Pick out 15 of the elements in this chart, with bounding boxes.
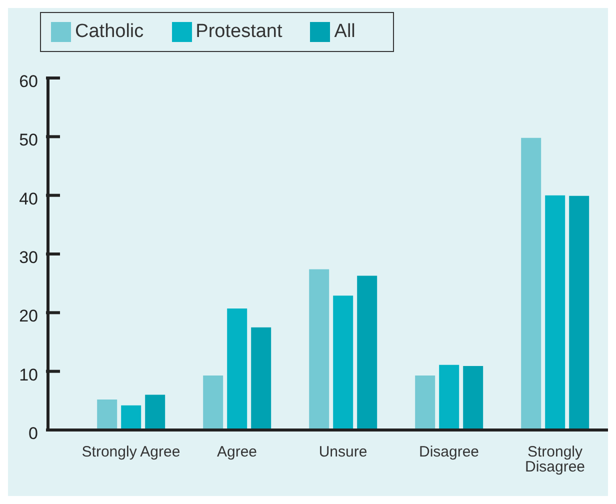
y-tick-label: 50 bbox=[19, 130, 38, 150]
y-tick-label: 40 bbox=[19, 189, 38, 208]
x-tick-label: Unsure bbox=[318, 444, 368, 461]
y-tick-label: 60 bbox=[19, 72, 38, 91]
x-tick-label: Strongly Agree bbox=[82, 444, 180, 461]
legend-label: Catholic bbox=[75, 21, 144, 42]
x-tick-label: Strongly Disagree bbox=[524, 444, 586, 476]
x-tick-label: Agree bbox=[216, 444, 258, 461]
legend-label: Protestant bbox=[196, 21, 282, 42]
legend-label: All bbox=[334, 21, 356, 42]
x-tick-label: Disagree bbox=[418, 444, 480, 461]
y-tick-label: 0 bbox=[28, 424, 38, 443]
y-tick-label: 20 bbox=[19, 306, 38, 326]
y-tick-label: 30 bbox=[19, 248, 38, 267]
y-tick-label: 10 bbox=[19, 365, 38, 384]
